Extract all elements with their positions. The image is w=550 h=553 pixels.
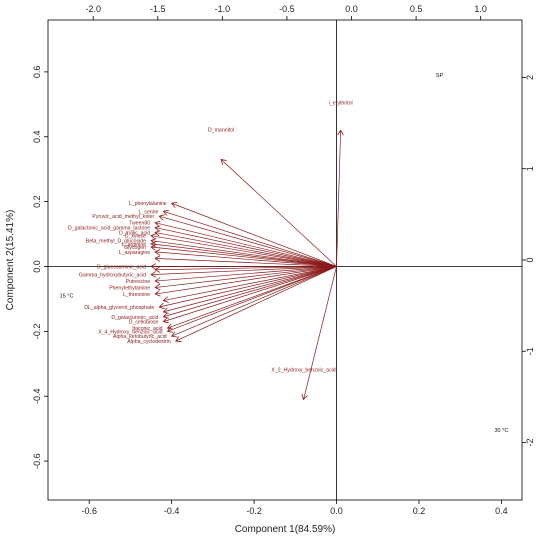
- variable-label: Alpha_ketobutyric_acid: [113, 334, 167, 340]
- variable-labels: i_erythritol D_mannitol X_2_Hydroxy_benzoi…: [68, 100, 353, 373]
- variable-arrow: [155, 223, 337, 267]
- variable-label: D_cellobiose: [129, 320, 159, 326]
- variable-arrow: [221, 159, 337, 267]
- x-tick-label: 0.0: [330, 506, 343, 516]
- variable-label: D_xylose: [125, 234, 146, 240]
- variable-arrow: [155, 258, 337, 267]
- right-tick-label: -1: [525, 347, 535, 355]
- x-tick-label: -0.2: [246, 506, 262, 516]
- variable-label: Beta_methyl_D_glucoside: [86, 239, 146, 245]
- y-tick-label: 0.2: [32, 195, 42, 208]
- variable-arrow: [168, 266, 337, 331]
- variable-arrows: [151, 130, 341, 399]
- y-tick-label: 0.0: [32, 260, 42, 273]
- variable-label: Phenylethylamine: [109, 286, 150, 292]
- variable-label: L_arginine: [122, 242, 146, 248]
- y-tick-label: -0.2: [32, 324, 42, 340]
- observation-label: 15 °C: [60, 293, 74, 299]
- variable-label: X_4_Hydroxy_benzoic_acid: [98, 329, 162, 335]
- variable-label: D_galacturonic_acid: [111, 315, 158, 321]
- top-tick-label: -1.0: [215, 4, 231, 14]
- y-axis-title: Component 2(15.41%): [5, 210, 16, 311]
- variable-arrow: [155, 266, 337, 294]
- top-tick-label: -0.5: [279, 4, 295, 14]
- observation-labels: SP 15 °C 30 °C: [60, 73, 509, 434]
- variable-label: D_malic_acid: [119, 230, 150, 236]
- x-tick-label: -0.6: [81, 506, 97, 516]
- variable-arrow: [172, 203, 337, 267]
- variable-label: Glycogen: [124, 245, 146, 251]
- x-axis-title: Component 1(84.59%): [235, 524, 336, 535]
- variable-arrow: [155, 266, 337, 281]
- variable-label: D_glucosaminic_acid: [97, 264, 146, 270]
- variable-arrow: [304, 266, 337, 399]
- right-tick-label: 1: [525, 166, 535, 171]
- variable-arrow: [155, 266, 337, 287]
- right-tick-label: 0: [525, 257, 535, 262]
- y-tick-label: -0.4: [32, 388, 42, 404]
- top-tick-label: 1.0: [474, 4, 487, 14]
- variable-label: Tween80: [129, 221, 150, 227]
- top-tick-label: -1.5: [150, 4, 166, 14]
- variable-arrow: [163, 266, 337, 300]
- variable-label: D_galactonic_acid_gamma_lactone: [68, 226, 150, 232]
- variable-arrow: [151, 244, 337, 267]
- variable-label: i_erythritol: [329, 100, 353, 106]
- y-tick-label: 0.4: [32, 130, 42, 143]
- variable-arrow: [163, 211, 337, 267]
- top-tick-label: 0.5: [410, 4, 423, 14]
- variable-arrow: [151, 247, 337, 267]
- variable-label: DL_alpha_glycerol_phosphate: [84, 305, 154, 311]
- variable-label: Itaconic_acid: [132, 326, 162, 332]
- variable-arrow: [155, 252, 337, 267]
- variable-label: L_threonine: [123, 292, 151, 298]
- observation-label: 30 °C: [494, 428, 508, 434]
- variable-arrow: [176, 266, 337, 341]
- variable-label: Pyruvic_acid_methyl_ester: [92, 214, 154, 220]
- x-tick-label: 0.2: [413, 506, 426, 516]
- variable-arrow: [155, 232, 337, 267]
- axes: -0.6 -0.4 -0.2 0.0 0.2 0.4 -0.6 -0.4 -0.2 0.0 0.2 0…: [32, 4, 535, 516]
- observation-label: SP: [436, 73, 444, 79]
- top-tick-label: 0.0: [345, 4, 358, 14]
- variable-arrow: [151, 236, 337, 267]
- variable-label: L_serine: [139, 209, 159, 215]
- variable-arrow: [151, 241, 337, 267]
- variable-label: L_phenylalanine: [129, 201, 167, 207]
- right-tick-label: -2: [525, 439, 535, 447]
- x-tick-label: -0.4: [164, 506, 180, 516]
- variable-label: Gamma_hydroxybutyric_acid: [79, 273, 146, 279]
- variable-arrow: [163, 266, 337, 311]
- variable-arrow: [151, 266, 337, 274]
- variable-arrow: [155, 228, 337, 267]
- variable-arrow: [163, 266, 337, 316]
- x-tick-label: 0.4: [495, 506, 508, 516]
- top-tick-label: -2.0: [85, 4, 101, 14]
- variable-arrow: [163, 266, 337, 321]
- y-tick-label: -0.6: [32, 453, 42, 469]
- variable-arrow: [336, 130, 341, 267]
- variable-label: D_mannitol: [208, 127, 234, 133]
- right-tick-label: 2: [525, 75, 535, 80]
- variable-arrow: [155, 266, 337, 269]
- variable-label: X_2_Hydroxy_benzoic_acid: [271, 367, 335, 373]
- variable-arrow: [168, 266, 337, 328]
- y-tick-label: 0.6: [32, 66, 42, 79]
- variable-label: Putrescine: [126, 279, 151, 285]
- variable-label: L_asparagine: [119, 250, 151, 256]
- variable-label: Alpha_cyclodextrin: [127, 339, 171, 345]
- variable-arrow: [159, 216, 337, 267]
- variable-arrow: [172, 266, 337, 336]
- variable-arrow: [159, 266, 337, 307]
